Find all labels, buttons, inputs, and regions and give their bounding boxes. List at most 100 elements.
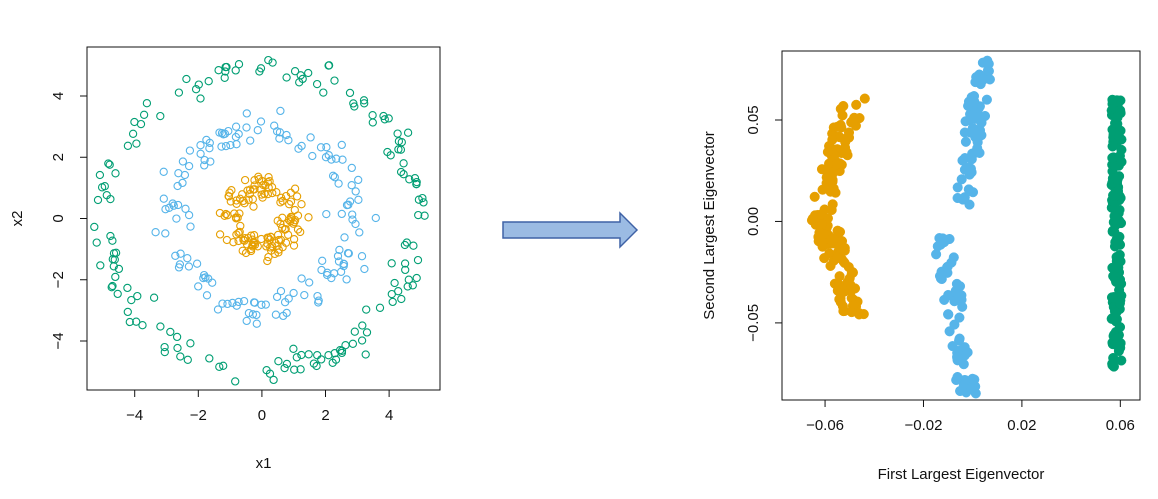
scatter-point-orange (244, 195, 253, 204)
scatter-point-blue (313, 291, 322, 301)
scatter-point-orange (296, 227, 305, 237)
scatter-point-green (234, 60, 244, 69)
scatter-point-blue (966, 154, 977, 165)
scatter-point-blue (338, 155, 347, 164)
x-tick-label: −2 (190, 407, 207, 424)
x-tick-label: 0.06 (1106, 417, 1135, 434)
scatter-point-orange (286, 197, 296, 206)
scatter-point-blue (957, 301, 968, 312)
y-tick-label: −4 (50, 332, 67, 349)
scatter-point-orange (285, 200, 294, 209)
scatter-point-green (269, 375, 278, 385)
scatter-point-green (1111, 307, 1122, 318)
scatter-point-green (1107, 94, 1118, 105)
scatter-point-blue (173, 181, 182, 191)
scatter-point-green (362, 328, 372, 337)
scatter-point-blue (276, 106, 285, 116)
scatter-point-blue (194, 282, 203, 291)
scatter-point-green (328, 358, 337, 367)
scatter-point-green (1111, 218, 1122, 229)
scatter-point-blue (284, 136, 293, 145)
scatter-point-orange (266, 232, 275, 241)
scatter-point-blue (333, 251, 343, 261)
scatter-point-orange (273, 241, 282, 250)
scatter-point-orange (263, 178, 272, 187)
scatter-point-green (92, 238, 101, 247)
scatter-point-orange (847, 115, 859, 126)
left-scatter-plot: −4 −2 0 2 4 −4 −2 0 2 4 x1 x2 (9, 46, 441, 472)
scatter-point-orange (239, 235, 248, 245)
scatter-point-green (132, 317, 141, 326)
scatter-point-blue (335, 245, 344, 255)
scatter-point-green (1116, 355, 1127, 366)
scatter-point-green (186, 339, 195, 348)
scatter-point-orange (250, 181, 259, 190)
scatter-point-blue (220, 129, 230, 138)
plot-frame (781, 50, 1141, 401)
scatter-point-blue (305, 278, 314, 287)
scatter-point-orange (286, 217, 295, 226)
scatter-point-blue (942, 262, 953, 273)
scatter-point-green (304, 68, 313, 78)
scatter-point-blue (951, 278, 962, 289)
scatter-point-blue (246, 136, 255, 145)
scatter-point-blue (344, 200, 353, 209)
scatter-point-green (214, 66, 223, 75)
scatter-point-green (105, 160, 114, 169)
scatter-point-blue (948, 252, 959, 263)
scatter-point-green (280, 363, 289, 373)
scatter-point-green (222, 62, 231, 72)
scatter-point-green (191, 85, 201, 94)
scatter-point-green (255, 67, 264, 76)
scatter-point-green (387, 259, 396, 268)
scatter-point-green (330, 76, 339, 85)
scatter-point-green (166, 327, 175, 337)
scatter-point-blue (965, 127, 976, 138)
scatter-point-blue (317, 265, 326, 275)
scatter-point-green (337, 346, 347, 355)
y-tick-label: 0.00 (745, 207, 762, 236)
scatter-point-green (1107, 152, 1118, 163)
right-arrow-icon (502, 211, 639, 249)
scatter-point-blue (202, 291, 212, 300)
scatter-point-green (1111, 276, 1122, 287)
scatter-point-green (109, 262, 118, 271)
scatter-point-orange (277, 193, 286, 202)
scatter-point-blue (231, 132, 241, 142)
scatter-point-blue (337, 209, 346, 219)
scatter-point-orange (249, 202, 258, 211)
scatter-point-blue (954, 335, 965, 346)
scatter-point-blue (960, 116, 971, 127)
scatter-point-blue (332, 154, 341, 163)
scatter-point-green (397, 138, 406, 147)
scatter-point-green (221, 67, 230, 76)
scatter-point-green (139, 110, 149, 119)
scatter-point-green (95, 170, 105, 180)
scatter-point-blue (972, 135, 983, 146)
scatter-point-blue (176, 249, 185, 258)
x-tick-label: −0.02 (904, 417, 942, 434)
scatter-point-blue (256, 117, 266, 126)
scatter-point-orange (832, 225, 843, 236)
scatter-point-blue (965, 165, 976, 176)
scatter-point-blue (943, 309, 954, 320)
scatter-point-green (1112, 175, 1123, 186)
scatter-point-blue (173, 200, 183, 210)
scatter-point-blue (174, 263, 184, 272)
scatter-point-orange (289, 241, 299, 250)
x-tick-label: 4 (385, 407, 393, 424)
scatter-point-green (128, 129, 138, 138)
scatter-point-orange (266, 246, 276, 255)
scatter-point-orange (274, 235, 283, 245)
scatter-point-green (324, 61, 334, 70)
scatter-point-blue (952, 354, 964, 365)
scatter-point-green (142, 99, 152, 108)
scatter-point-blue (318, 256, 327, 265)
scatter-point-blue (185, 146, 195, 155)
scatter-point-blue (354, 175, 363, 185)
scatter-point-blue (228, 298, 237, 308)
x-tick-label: −4 (126, 407, 143, 424)
scatter-point-green (268, 58, 277, 67)
scatter-point-green (304, 350, 313, 359)
scatter-point-blue (981, 94, 992, 105)
